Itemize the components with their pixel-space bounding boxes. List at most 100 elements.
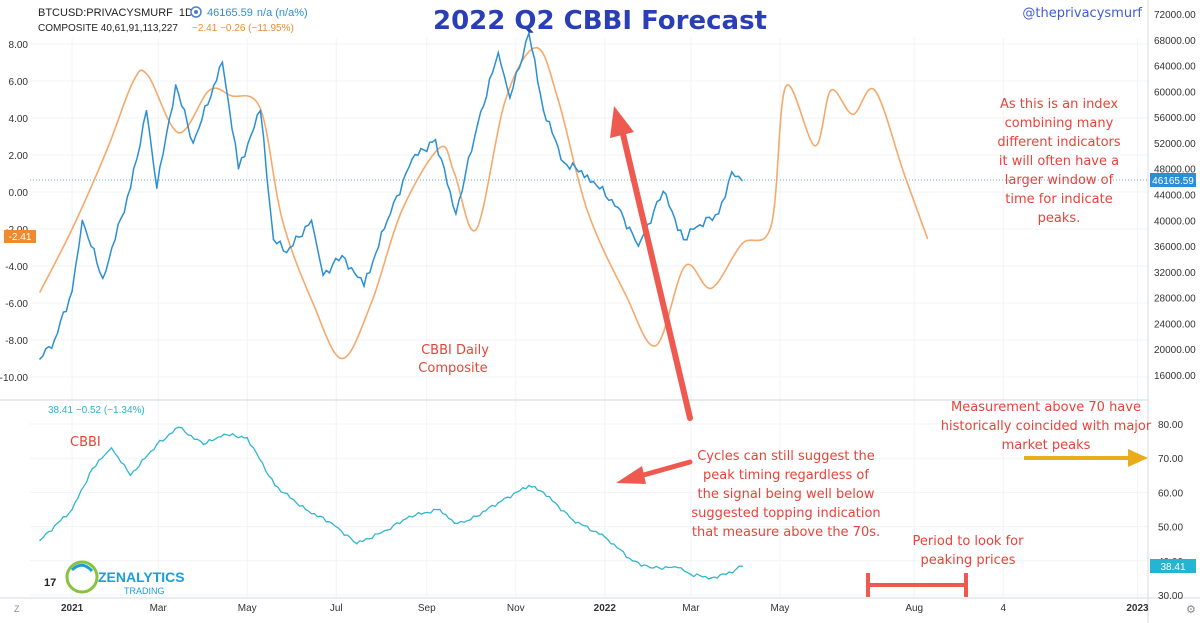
time-tick-label: Nov — [507, 603, 525, 614]
data-point — [132, 80, 135, 82]
data-point — [741, 565, 743, 567]
data-point — [39, 358, 41, 360]
data-point — [624, 293, 626, 295]
cbbi-badge-label: 38.41 — [1160, 562, 1185, 573]
data-point — [717, 213, 720, 215]
red-left-arrow — [616, 459, 693, 484]
cycles-note-annotation: Cycles can still suggest the peak timing… — [691, 449, 880, 540]
time-tick-label: Mar — [150, 603, 168, 614]
data-point — [71, 228, 73, 230]
data-point — [926, 237, 929, 240]
data-point — [903, 172, 905, 175]
data-point — [274, 484, 276, 487]
settings-gear-icon[interactable]: ⚙ — [1186, 603, 1196, 616]
lower-indicator-values: 38.41 −0.52 (−1.34%) — [48, 405, 145, 416]
zenalytics-logo: ZENALYTICS TRADING 17 — [44, 560, 185, 596]
data-point — [586, 209, 589, 212]
left-tick-label: -4.00 — [5, 262, 28, 273]
interval-label: 1D — [179, 7, 193, 19]
data-point — [145, 109, 148, 112]
data-point — [741, 179, 743, 182]
left-tick-label: 8.00 — [9, 40, 29, 51]
data-point — [285, 251, 288, 254]
cbbi-composite-annotation: CBBI Daily Composite — [418, 343, 489, 376]
annotation-line: the signal being well below — [698, 487, 875, 502]
left-tick-label: 6.00 — [9, 77, 29, 88]
data-point — [631, 560, 634, 562]
right-tick-label: 68000.00 — [1154, 36, 1196, 47]
data-point — [874, 89, 876, 92]
data-point — [439, 508, 441, 511]
data-point — [586, 174, 589, 176]
index-note-annotation: As this is an index combining many diffe… — [997, 97, 1121, 226]
data-point — [312, 302, 314, 304]
data-point — [731, 171, 733, 173]
data-point — [741, 243, 743, 245]
lower-tick-label: 70.00 — [1158, 454, 1183, 465]
right-axis: 72000.00 68000.00 64000.00 60000.00 56000.00… — [1154, 10, 1196, 382]
data-point — [434, 138, 437, 141]
annotation-line: peak timing regardless of — [703, 468, 869, 483]
svg-text:46165.59n/a (n/a%): 46165.59 n/a (n/a%) — [207, 7, 308, 19]
cbbi-series-line — [39, 426, 743, 580]
data-point — [370, 302, 373, 304]
data-point — [177, 132, 180, 134]
data-point — [439, 146, 441, 149]
author-handle: @theprivacysmurf — [1022, 6, 1142, 21]
data-point — [411, 158, 414, 160]
annotation-line: that measure above the 70s. — [692, 525, 880, 540]
data-point — [469, 519, 472, 521]
data-point — [617, 206, 619, 209]
data-point — [363, 285, 365, 287]
data-point — [401, 209, 403, 212]
data-point — [677, 566, 679, 569]
annotation-line: Period to look for — [913, 534, 1025, 549]
left-tick-label: 2.00 — [9, 151, 29, 162]
annotation-line: different indicators — [997, 135, 1121, 150]
time-tick-label: May — [770, 603, 789, 614]
data-point — [310, 219, 313, 222]
time-tick-label: 4 — [1000, 603, 1006, 614]
lower-tick-label: 60.00 — [1158, 488, 1183, 499]
data-point — [528, 32, 530, 35]
right-tick-label: 20000.00 — [1154, 345, 1196, 356]
data-point — [497, 51, 500, 54]
data-point — [690, 573, 692, 576]
right-tick-label: 56000.00 — [1154, 113, 1196, 124]
data-point — [655, 344, 657, 347]
time-tick-label: Aug — [905, 603, 923, 614]
data-point — [129, 474, 132, 477]
data-point — [453, 522, 456, 524]
annotation-line: historically coincided with major — [941, 419, 1152, 434]
data-point — [259, 109, 262, 112]
data-point — [341, 357, 343, 360]
data-point — [528, 484, 530, 487]
data-point — [259, 108, 262, 110]
data-point — [408, 515, 411, 518]
zenalytics-swoosh-icon — [70, 563, 94, 573]
data-point — [192, 142, 194, 144]
price-value: 46165.59 — [207, 7, 253, 19]
tradingview-icon: 17 — [44, 577, 56, 589]
right-tick-label: 72000.00 — [1154, 10, 1196, 21]
right-tick-label: 28000.00 — [1154, 294, 1196, 305]
data-point — [39, 291, 41, 293]
data-point — [386, 219, 389, 222]
annotation-line: peaks. — [1038, 211, 1081, 226]
data-point — [246, 436, 248, 439]
visibility-icon-dot — [194, 10, 198, 14]
timezone-corner[interactable]: Z — [14, 604, 20, 614]
data-point — [71, 290, 73, 293]
right-tick-label: 16000.00 — [1154, 371, 1196, 382]
data-point — [237, 167, 240, 170]
data-point — [202, 443, 205, 446]
time-tick-label: Mar — [682, 603, 700, 614]
data-point — [81, 219, 84, 222]
data-point — [497, 501, 500, 504]
indicator-values: −2.41 −0.26 (−11.95%) — [192, 23, 294, 34]
annotation-line: it will often have a — [999, 154, 1119, 169]
series-lines — [39, 30, 929, 580]
legend-header: BTCUSD:PRIVACYSMURF 1D 46165.59 n/a (n/a%)… — [38, 6, 308, 416]
